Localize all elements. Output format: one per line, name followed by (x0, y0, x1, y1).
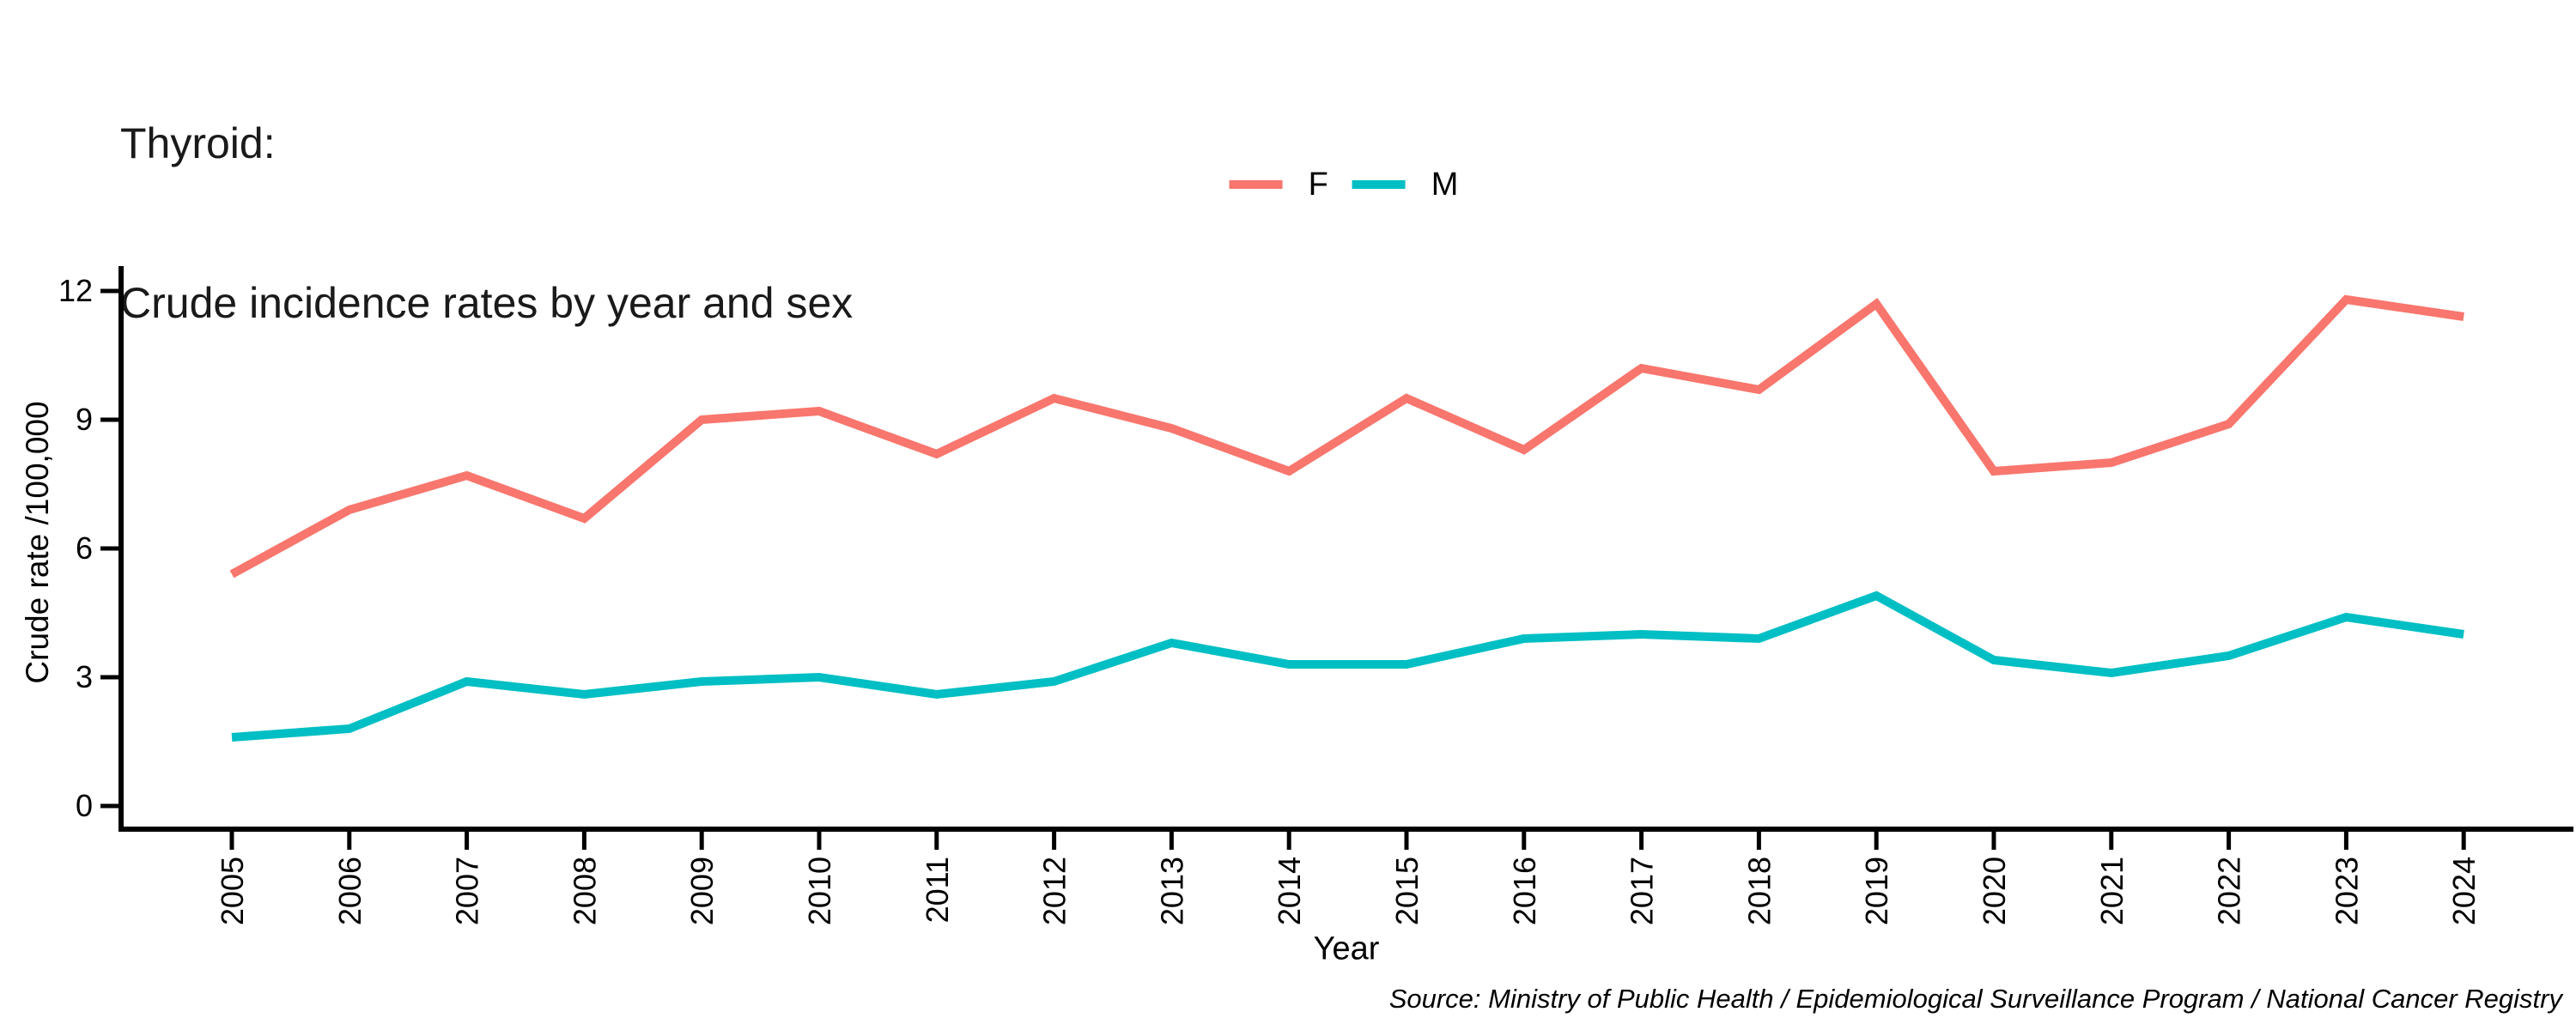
legend-swatch-m (1352, 180, 1406, 189)
x-tick-label: 2022 (2212, 857, 2247, 925)
legend-item-f: F (1229, 166, 1328, 203)
x-tick-label: 2021 (2094, 857, 2129, 925)
legend-item-m: M (1352, 166, 1459, 203)
x-tick-label: 2006 (332, 857, 368, 925)
x-tick-label: 2007 (450, 857, 485, 925)
series-line-f (229, 294, 2464, 579)
x-tick-label: 2020 (1977, 857, 2012, 925)
y-tick-label: 0 (76, 788, 93, 823)
source-note: Source: Ministry of Public Health / Epid… (1388, 984, 2562, 1014)
y-tick-label: 9 (76, 402, 93, 437)
y-tick-label: 6 (76, 530, 93, 566)
legend-label-f: F (1308, 166, 1328, 203)
chart-title-line1: Thyroid: (120, 119, 276, 167)
x-tick-label: 2017 (1625, 857, 1660, 925)
chart-title: Thyroid: Crude incidence rates by year a… (120, 10, 853, 383)
x-tick-label: 2015 (1389, 857, 1425, 925)
x-tick-label: 2018 (1741, 857, 1777, 925)
series-line-m (231, 591, 2464, 742)
x-tick-label: 2010 (802, 857, 837, 925)
x-tick-label: 2024 (2446, 857, 2482, 925)
y-tick-label: 3 (76, 659, 93, 694)
x-tick-label: 2012 (1037, 857, 1072, 925)
x-tick-label: 2014 (1272, 857, 1307, 925)
chart-title-line2: Crude incidence rates by year and sex (120, 279, 854, 327)
x-tick-label: 2019 (1859, 857, 1894, 925)
x-tick-label: 2023 (2329, 857, 2364, 925)
x-axis-title: Year (1313, 930, 1380, 967)
x-tick-label: 2013 (1154, 857, 1189, 925)
y-axis-title: Crude rate /100,000 (20, 401, 55, 684)
y-tick-label: 12 (58, 273, 93, 308)
legend-swatch-f (1229, 180, 1283, 189)
legend-label-m: M (1431, 166, 1459, 203)
x-tick-label: 2011 (920, 857, 955, 923)
x-tick-label: 2009 (684, 857, 720, 925)
legend: F M (1229, 163, 1459, 206)
x-tick-label: 2005 (215, 857, 250, 925)
x-tick-label: 2008 (567, 857, 602, 925)
x-tick-label: 2016 (1507, 857, 1542, 925)
